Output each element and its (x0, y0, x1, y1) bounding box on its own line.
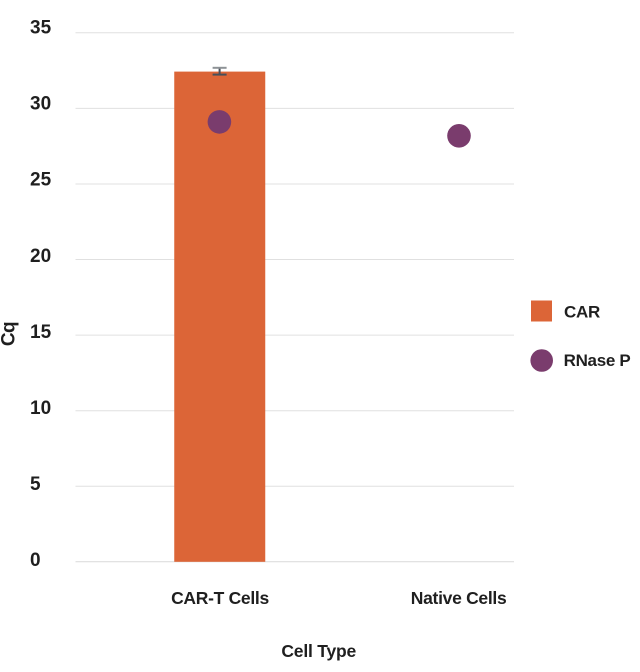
svg-text:35: 35 (30, 18, 52, 39)
svg-text:RNase P: RNase P (564, 351, 631, 370)
svg-text:10: 10 (30, 398, 51, 419)
svg-text:0: 0 (30, 550, 41, 571)
svg-text:15: 15 (30, 322, 52, 343)
svg-text:20: 20 (30, 246, 51, 267)
svg-text:Native Cells: Native Cells (411, 588, 507, 608)
svg-text:25: 25 (30, 170, 52, 191)
svg-text:30: 30 (30, 94, 51, 115)
svg-text:Cell Type: Cell Type (281, 641, 356, 661)
svg-text:Cq: Cq (0, 322, 20, 346)
svg-text:5: 5 (30, 474, 41, 495)
svg-text:CAR-T Cells: CAR-T Cells (171, 588, 269, 608)
svg-text:CAR: CAR (564, 303, 600, 322)
